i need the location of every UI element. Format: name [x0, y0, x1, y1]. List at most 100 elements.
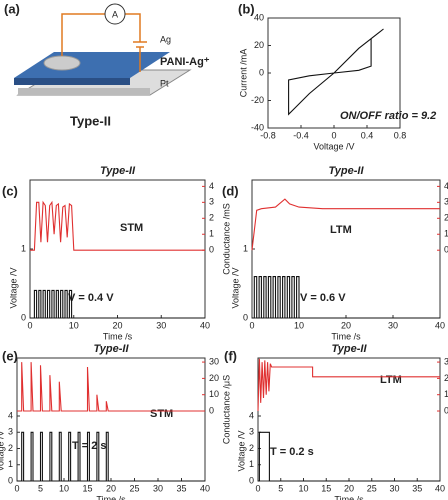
y-tick-label: -20 — [251, 95, 264, 105]
series-line — [288, 28, 384, 116]
caption: Type-II — [70, 113, 111, 128]
x-tick-label: 20 — [341, 320, 351, 330]
y2-tick-label: 1 — [444, 229, 448, 239]
x-tick-label: 20 — [344, 483, 354, 493]
wire — [61, 13, 147, 72]
y2-tick-label: 2 — [209, 213, 214, 223]
x-tick-label: 10 — [298, 483, 308, 493]
panel-label: (d) — [222, 183, 239, 198]
annotation: LTM — [380, 374, 402, 386]
panel-label: (e) — [2, 348, 18, 363]
y-tick-label: 20 — [254, 40, 264, 50]
pani-edge — [14, 78, 130, 85]
y2-axis-label: Conductance /μS — [221, 375, 231, 444]
x-tick-label: 30 — [153, 483, 163, 493]
x-tick-label: 40 — [435, 483, 445, 493]
x-tick-label: 20 — [112, 320, 122, 330]
x-tick-label: 0 — [249, 320, 254, 330]
series-line — [251, 198, 440, 251]
pt-edge — [18, 88, 150, 95]
x-axis-label: Time /s — [96, 494, 126, 500]
series-line — [258, 431, 440, 482]
x-tick-label: 10 — [294, 320, 304, 330]
y2-tick-label: 0 — [209, 245, 214, 255]
series-line — [257, 358, 440, 412]
x-axis-label: Time /s — [331, 331, 361, 341]
x-tick-label: 0 — [14, 483, 19, 493]
annotation: ON/OFF ratio = 9.2 — [340, 110, 436, 122]
y2-tick-label: 0 — [209, 405, 214, 415]
panel-label: (a) — [4, 1, 20, 16]
x-tick-label: 30 — [388, 320, 398, 330]
y2-tick-label: 20 — [444, 373, 448, 383]
x-tick-label: 5 — [38, 483, 43, 493]
meter-label: A — [112, 9, 118, 19]
y-tick-label: 3 — [8, 427, 13, 437]
x-tick-label: 5 — [278, 483, 283, 493]
y-tick-label: 0 — [243, 312, 248, 322]
y-axis-label: Voltage /V — [236, 430, 246, 471]
annotation: V = 0.6 V — [300, 292, 346, 304]
y2-tick-label: 0 — [444, 405, 448, 415]
series-line — [17, 362, 205, 412]
y2-tick-label: 2 — [444, 213, 448, 223]
series-line — [252, 276, 440, 319]
x-tick-label: 0.4 — [361, 130, 374, 140]
y2-tick-label: 3 — [209, 197, 214, 207]
y2-tick-label: 10 — [209, 389, 219, 399]
series-line — [30, 289, 205, 319]
series-line — [30, 200, 205, 251]
x-tick-label: 15 — [82, 483, 92, 493]
chart-title: Type-II — [100, 165, 136, 177]
y-axis-label: Voltage /V — [8, 267, 18, 308]
y-tick-label: 40 — [254, 12, 264, 22]
chart-title: Type-II — [93, 343, 129, 355]
x-tick-label: 30 — [389, 483, 399, 493]
x-tick-label: -0.4 — [293, 130, 309, 140]
y2-tick-label: 0 — [444, 245, 448, 255]
x-tick-label: -0.8 — [260, 130, 276, 140]
y-tick-label: 0 — [259, 67, 264, 77]
schematic: (a) A Ag PANI-Ag⁺ Pt Type-II — [4, 1, 210, 128]
x-tick-label: 40 — [200, 483, 210, 493]
y2-tick-label: 30 — [209, 356, 219, 366]
x-tick-label: 15 — [321, 483, 331, 493]
x-tick-label: 30 — [156, 320, 166, 330]
layer-label: Ag — [160, 34, 171, 44]
panel-label: (f) — [224, 348, 237, 363]
x-tick-label: 0 — [331, 130, 336, 140]
panel-label: (c) — [2, 183, 18, 198]
x-tick-label: 0 — [255, 483, 260, 493]
ag-electrode — [43, 55, 81, 71]
y2-tick-label: 20 — [209, 373, 219, 383]
x-axis-label: Time /s — [103, 331, 133, 341]
y-axis-label: Current /mA — [238, 49, 248, 98]
chart-title: Type-II — [331, 343, 367, 355]
annotation: STM — [150, 408, 173, 420]
x-axis-label: Voltage /V — [313, 141, 354, 151]
y-tick-label: -40 — [251, 122, 264, 132]
x-tick-label: 0 — [27, 320, 32, 330]
y2-axis-label: Conductance /mS — [221, 203, 231, 275]
y-tick-label: 1 — [21, 243, 26, 253]
y-tick-label: 4 — [249, 410, 254, 420]
x-tick-label: 35 — [176, 483, 186, 493]
x-tick-label: 25 — [367, 483, 377, 493]
layer-label: PANI-Ag⁺ — [160, 56, 210, 68]
y-axis-label: Voltage /V — [0, 430, 5, 471]
x-tick-label: 35 — [412, 483, 422, 493]
x-tick-label: 10 — [69, 320, 79, 330]
y-tick-label: 0 — [21, 312, 26, 322]
annotation: LTM — [330, 224, 352, 236]
x-tick-label: 10 — [59, 483, 69, 493]
annotation: T = 0.2 s — [270, 446, 314, 458]
x-tick-label: 20 — [106, 483, 116, 493]
y-tick-label: 0 — [249, 475, 254, 485]
y2-tick-label: 4 — [209, 181, 214, 191]
y-tick-label: 2 — [249, 443, 254, 453]
plot-frame — [16, 357, 206, 482]
y-tick-label: 1 — [8, 459, 13, 469]
x-tick-label: 40 — [435, 320, 445, 330]
